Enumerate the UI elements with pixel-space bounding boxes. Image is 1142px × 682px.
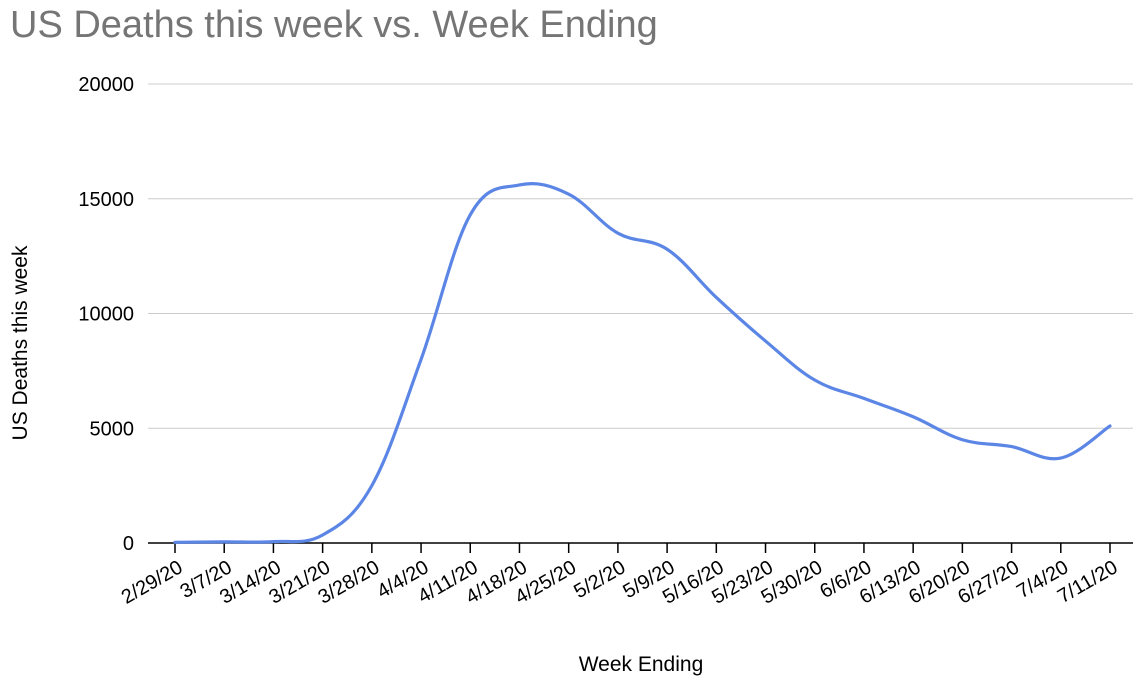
grid-lines [148, 83, 1133, 544]
y-tick-label: 5000 [90, 418, 135, 440]
y-tick-label: 10000 [78, 304, 134, 326]
series-line [173, 182, 1112, 544]
series-layer [173, 182, 1112, 544]
x-tick-label: 2/29/20 [118, 556, 187, 608]
chart-title: US Deaths this week vs. Week Ending [10, 4, 658, 46]
x-axis-ticks: 2/29/203/7/203/14/203/21/203/28/204/4/20… [118, 543, 1122, 609]
y-axis-title: US Deaths this week [9, 245, 32, 440]
x-tick-label: 5/2/20 [570, 556, 629, 603]
y-tick-label: 15000 [78, 189, 134, 211]
y-tick-label: 0 [123, 533, 134, 555]
y-tick-label: 20000 [78, 74, 134, 96]
y-axis-ticks: 0 5000 10000 15000 20000 [78, 74, 134, 555]
x-axis-title: Week Ending [579, 653, 704, 676]
